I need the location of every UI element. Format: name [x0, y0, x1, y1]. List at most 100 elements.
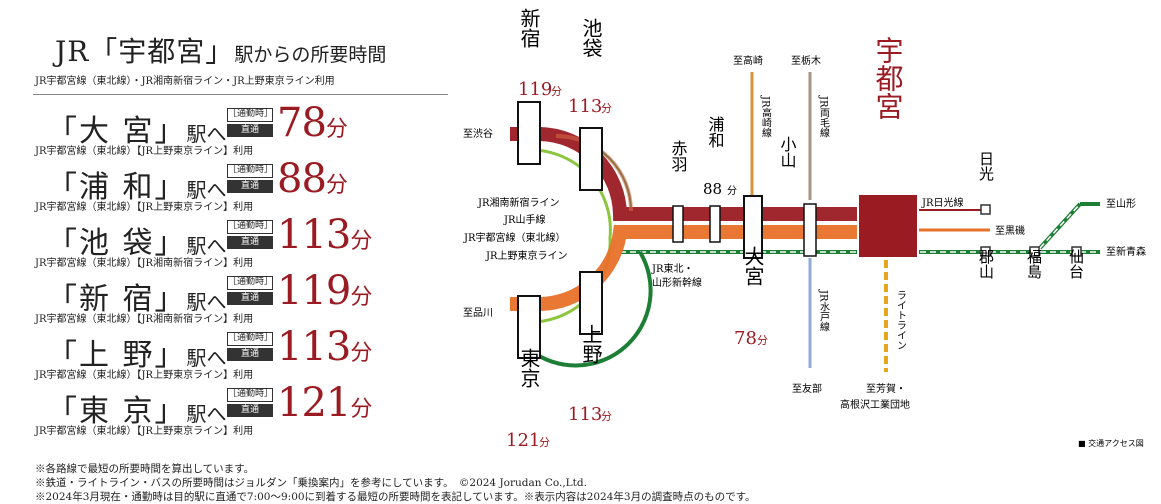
dir-kuroiso: 至黒磯: [995, 224, 1025, 237]
footnote: ※各路線で最短の所要時間を算出しています。: [35, 463, 255, 475]
station-dot-koriyama: [980, 246, 991, 257]
rush-hour-badge: ［通勤時］ 直通: [227, 388, 274, 417]
destination-eki: 駅へ: [186, 402, 227, 426]
label-omiya-min: 78: [734, 328, 757, 349]
rush-hour-badge: ［通勤時］ 直通: [227, 332, 274, 361]
svg-text:分: 分: [727, 185, 737, 197]
yamanote-line: [525, 148, 612, 324]
station-box-utsunomiya: [857, 193, 919, 259]
label-urawa-min: 88: [703, 180, 722, 198]
station-box-oyama: [803, 203, 817, 257]
station-box-akabane: [672, 205, 684, 243]
svg-text:分: 分: [539, 436, 550, 449]
destination-name: 「浦 和」: [47, 170, 187, 205]
travel-minutes: 119分: [277, 268, 372, 314]
rush-hour-badge: ［通勤時］ 直通: [227, 276, 274, 305]
svg-text:分: 分: [757, 334, 768, 347]
station-box-shinjuku: [517, 101, 541, 165]
line-label-lightline: ライトライン: [895, 290, 907, 350]
destination-row-urawa: 「浦 和」駅へ ［通勤時］ 直通 88分 JR宇都宮線（東北線）【JR上野東京ライ…: [35, 156, 475, 218]
label-ikebukuro: 池袋: [579, 18, 603, 58]
travel-minutes: 88分: [277, 156, 348, 202]
line-label-mito: JR水戸線: [818, 289, 830, 332]
label-ikebukuro-min: 113: [568, 96, 602, 117]
line-label-ryomo: JR両毛線: [818, 95, 830, 138]
line-label-ueno-tokyo: JR上野東京ライン: [485, 249, 568, 262]
route-note: JR宇都宮線（東北線）【JR上野東京ライン】利用: [35, 426, 254, 437]
svg-text:分: 分: [551, 85, 562, 98]
destination-eki: 駅へ: [186, 178, 227, 202]
line-label-yamagata-shinkansen: 山形新幹線: [652, 276, 702, 289]
destination-name: 「大 宮」: [47, 114, 187, 149]
footnote: ※2024年3月現在・通勤時は目的駅に直通で7:00〜9:00に到着する最短の所…: [35, 491, 756, 503]
dir-shinagawa: 至品川: [463, 307, 493, 319]
dir-haga-2: 高根沢工業団地: [840, 398, 910, 411]
label-ueno-min: 113: [568, 404, 602, 425]
line-label-nikko: JR日光線: [921, 196, 964, 209]
destination-eki: 駅へ: [186, 122, 227, 146]
destination-name: 「新 宿」: [47, 282, 187, 317]
line-label-yamanote: JR山手線: [503, 213, 546, 226]
divider: [33, 94, 448, 95]
label-urawa: 浦和: [706, 116, 725, 148]
rush-hour-badge: ［通勤時］ 直通: [227, 220, 274, 249]
station-box-omiya: [743, 195, 763, 259]
route-note: JR宇都宮線（東北線）【JR上野東京ライン】利用: [35, 146, 254, 157]
label-fukushima: 福島: [1025, 249, 1043, 279]
dir-haga: 至芳賀・: [866, 382, 906, 395]
line-label-shonan: JR湘南新宿ライン: [477, 196, 560, 209]
label-sendai: 仙台: [1067, 249, 1085, 279]
destination-eki: 駅へ: [186, 346, 227, 370]
line-label-takasaki: JR高崎線: [760, 95, 772, 138]
label-akabane: 赤羽: [669, 140, 688, 172]
svg-text:分: 分: [601, 410, 612, 423]
destination-row-tokyo: 「東 京」駅へ ［通勤時］ 直通 121分 JR宇都宮線（東北線）【JR上野東京ラ…: [35, 380, 475, 442]
route-note: JR宇都宮線（東北線）【JR上野東京ライン】利用: [35, 370, 254, 381]
dir-tochigi: 至栃木: [791, 54, 821, 67]
dir-shibuya: 至渋谷: [463, 127, 493, 140]
legend-note: ■ 交通アクセス図: [1078, 438, 1144, 448]
travel-minutes: 78分: [277, 100, 348, 146]
destination-eki: 駅へ: [186, 234, 227, 258]
label-shinjuku-min: 119: [518, 79, 552, 100]
footnote: ※鉄道・ライトライン・バスの所要時間はジョルダン「乗換案内」を参考にしています。…: [35, 477, 587, 489]
yamagata-shinkansen-line: [1038, 202, 1082, 250]
station-box-tokyo: [517, 295, 541, 359]
travel-minutes: 113分: [277, 212, 372, 258]
destination-row-ikebukuro: 「池 袋」駅へ ［通勤時］ 直通 113分 JR宇都宮線（東北線）【JR湘南新宿ラ…: [35, 212, 475, 274]
route-note: JR宇都宮線（東北線）【JR上野東京ライン】利用: [35, 202, 254, 213]
destination-row-ueno: 「上 野」駅へ ［通勤時］ 直通 113分 JR宇都宮線（東北線）【JR上野東京ラ…: [35, 324, 475, 386]
label-koriyama: 郡山: [977, 249, 995, 279]
station-dot-sendai: [1071, 246, 1082, 257]
label-tokyo: 東京: [517, 348, 541, 388]
travel-minutes: 113分: [277, 324, 372, 370]
destination-name: 「上 野」: [47, 338, 187, 373]
route-note: JR宇都宮線（東北線）【JR湘南新宿ライン】利用: [35, 258, 254, 269]
dir-takasaki: 至高崎: [733, 54, 763, 67]
station-box-ueno: [579, 271, 603, 335]
rush-hour-badge: ［通勤時］ 直通: [227, 108, 274, 137]
label-ueno: 上野: [579, 324, 603, 364]
station-box-urawa: [709, 205, 721, 243]
label-nikko: 日光: [977, 151, 995, 182]
destination-row-omiya: 「大 宮」駅へ ［通勤時］ 直通 78分 JR宇都宮線（東北線）【JR上野東京ライ…: [35, 100, 475, 162]
station-box-ikebukuro: [579, 127, 603, 191]
station-dot-fukushima: [1029, 246, 1040, 257]
page-title: JR「宇都宮」駅からの所要時間: [55, 35, 387, 68]
destination-name: 「池 袋」: [47, 226, 187, 261]
page-subtitle: JR宇都宮線（東北線）・JR湘南新宿ライン・JR上野東京ライン利用: [35, 76, 335, 87]
line-label-tohoku-shinkansen: JR東北・: [651, 262, 694, 275]
label-oyama: 小山: [778, 136, 797, 168]
svg-text:分: 分: [601, 102, 612, 115]
rush-hour-badge: ［通勤時］ 直通: [227, 164, 274, 193]
destination-eki: 駅へ: [186, 290, 227, 314]
travel-minutes: 121分: [277, 380, 372, 426]
station-dot-nikko: [980, 204, 991, 215]
dir-tomobe: 至友部: [792, 382, 822, 395]
label-tokyo-min: 121: [506, 430, 540, 451]
label-utsunomiya: 宇都宮: [872, 36, 905, 120]
line-label-utsunomiya: JR宇都宮線（東北線）: [463, 231, 566, 244]
route-note: JR宇都宮線（東北線）【JR湘南新宿ライン】利用: [35, 314, 254, 325]
label-shinjuku: 新宿: [517, 8, 541, 48]
